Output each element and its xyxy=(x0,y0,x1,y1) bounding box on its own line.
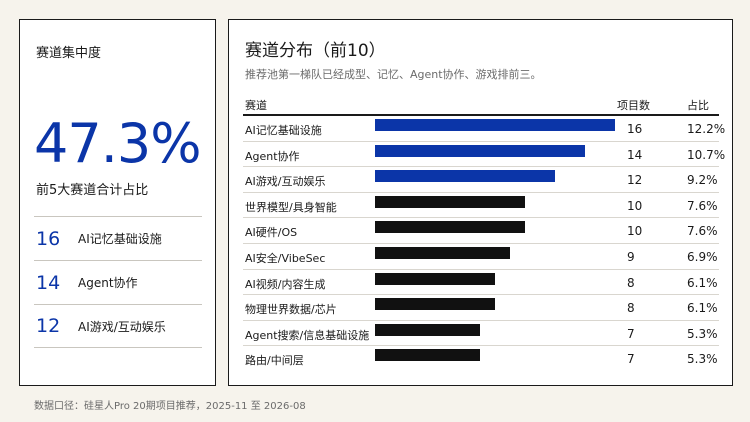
sector-label: 世界模型/具身智能 xyxy=(245,200,337,214)
column-header-sector: 赛道 xyxy=(245,99,267,112)
sector-row: 路由/中间层 7 5.3% xyxy=(243,346,719,372)
sector-count: 12 xyxy=(627,173,643,188)
sector-share: 12.2% xyxy=(687,122,726,136)
distribution-subtitle: 推荐池第一梯队已经成型、记忆、Agent协作、游戏排前三。 xyxy=(245,68,542,81)
sector-label: AI视频/内容生成 xyxy=(245,277,326,291)
sector-row: AI安全/VibeSec 9 6.9% xyxy=(243,244,719,270)
sector-count: 10 xyxy=(627,198,643,213)
sector-count: 16 xyxy=(627,122,643,136)
sector-label: Agent协作 xyxy=(245,149,300,163)
data-source-footnote: 数据口径：硅星人Pro 20期项目推荐，2025-11 至 2026-08 xyxy=(34,401,306,412)
sector-count: 7 xyxy=(627,352,635,367)
sector-bar xyxy=(375,119,615,131)
sector-label: AI硬件/OS xyxy=(245,226,298,240)
sector-share: 7.6% xyxy=(687,224,718,239)
sector-label: AI游戏/互动娱乐 xyxy=(245,175,326,189)
sector-count: 7 xyxy=(627,326,635,341)
sector-bar xyxy=(375,298,495,311)
top-sector-count: 12 xyxy=(36,315,61,337)
sector-label: 物理世界数据/芯片 xyxy=(245,303,337,317)
sector-row: 世界模型/具身智能 10 7.6% xyxy=(243,193,719,219)
sector-share: 7.6% xyxy=(687,198,718,213)
sector-row: Agent协作 14 10.7% xyxy=(243,142,725,168)
sector-share: 9.2% xyxy=(687,173,718,188)
sector-bar xyxy=(375,170,555,183)
sector-share: 6.9% xyxy=(687,249,718,264)
top-sector-count: 16 xyxy=(36,227,61,250)
top-sector-row: 14 Agent协作 xyxy=(34,260,202,304)
sector-label: AI记忆基础设施 xyxy=(245,124,322,137)
sector-label: 路由/中间层 xyxy=(245,354,304,368)
sector-row: AI游戏/互动娱乐 12 9.2% xyxy=(243,167,719,193)
distribution-title: 赛道分布（前10） xyxy=(245,41,386,61)
sector-label: AI安全/VibeSec xyxy=(245,251,326,265)
sector-bar xyxy=(375,246,510,259)
sector-row: AI硬件/OS 10 7.6% xyxy=(243,218,719,244)
concentration-title: 赛道集中度 xyxy=(36,46,102,61)
top-sector-name: AI游戏/互动娱乐 xyxy=(78,319,166,334)
sector-row: AI视频/内容生成 8 6.1% xyxy=(243,270,719,296)
sector-bar xyxy=(375,349,480,362)
sector-count: 10 xyxy=(627,224,643,239)
distribution-bar-chart: AI记忆基础设施 16 12.2% Agent协作 14 10.7% AI游戏/互动娱乐 12… xyxy=(243,116,725,372)
top-sectors-list: 16 AI记忆基础设施 14 Agent协作 12 AI游戏/互动娱乐 xyxy=(34,216,202,348)
sector-bar xyxy=(375,144,585,157)
top-sector-row: 12 AI游戏/互动娱乐 xyxy=(34,304,202,348)
concentration-value: 47.3% xyxy=(34,112,202,175)
column-header-count: 项目数 xyxy=(617,99,650,112)
sector-count: 8 xyxy=(627,301,635,316)
sector-share: 5.3% xyxy=(687,326,718,341)
sector-row: Agent搜索/信息基础设施 7 5.3% xyxy=(243,321,719,347)
sector-count: 8 xyxy=(627,275,635,290)
sector-bar xyxy=(375,272,495,285)
sector-share: 10.7% xyxy=(687,147,726,162)
sector-share: 6.1% xyxy=(687,301,718,316)
sector-count: 9 xyxy=(627,249,635,264)
concentration-panel: 赛道集中度 47.3% 前5大赛道合计占比 16 AI记忆基础设施 14 Age… xyxy=(19,19,216,386)
sector-share: 5.3% xyxy=(687,352,718,367)
sector-row: 物理世界数据/芯片 8 6.1% xyxy=(243,295,719,321)
distribution-panel: 赛道分布（前10） 推荐池第一梯队已经成型、记忆、Agent协作、游戏排前三。 … xyxy=(228,19,733,386)
sector-bar xyxy=(375,221,525,234)
sector-label: Agent搜索/信息基础设施 xyxy=(245,328,370,342)
sector-bar xyxy=(375,323,480,336)
concentration-subtitle: 前5大赛道合计占比 xyxy=(36,183,149,198)
sector-bar xyxy=(375,195,525,208)
top-sector-name: AI记忆基础设施 xyxy=(78,232,162,246)
column-header-share: 占比 xyxy=(687,99,709,112)
sector-row: AI记忆基础设施 16 12.2% xyxy=(243,116,725,142)
top-sector-name: Agent协作 xyxy=(78,276,138,290)
header-divider xyxy=(243,114,719,116)
top-sector-count: 14 xyxy=(36,271,61,294)
top-sector-row: 16 AI记忆基础设施 xyxy=(34,216,202,260)
sector-count: 14 xyxy=(627,147,643,162)
sector-share: 6.1% xyxy=(687,275,718,290)
